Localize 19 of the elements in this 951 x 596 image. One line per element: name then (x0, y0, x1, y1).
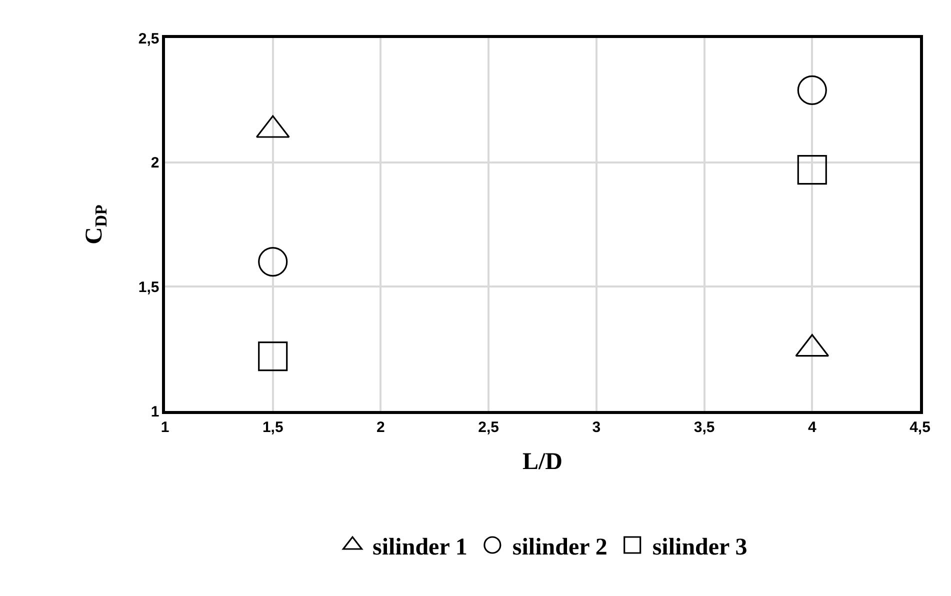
y-tick-label: 1 (150, 403, 160, 420)
point (258, 341, 288, 372)
y-tick-label: 2 (150, 154, 160, 172)
x-tick-label: 3,5 (694, 418, 715, 436)
y-tick-label: 1,5 (138, 278, 160, 296)
point (258, 247, 288, 277)
x-axis-title: L/D (522, 449, 563, 476)
x-tick-label: 4 (808, 418, 817, 436)
legend-label: silinder 1 (372, 534, 468, 560)
x-tick-label: 1,5 (262, 418, 284, 436)
x-tick-label: 3 (592, 418, 601, 436)
y-tick-label: 2,5 (138, 30, 160, 48)
point (797, 75, 827, 106)
x-tick-label: 4,5 (910, 418, 930, 436)
x-tick-label: 2,5 (478, 418, 499, 436)
legend-label: silinder 2 (512, 534, 608, 560)
x-tick-label: 2 (376, 418, 385, 436)
point (797, 154, 827, 185)
legend-label: silinder 3 (652, 534, 748, 560)
